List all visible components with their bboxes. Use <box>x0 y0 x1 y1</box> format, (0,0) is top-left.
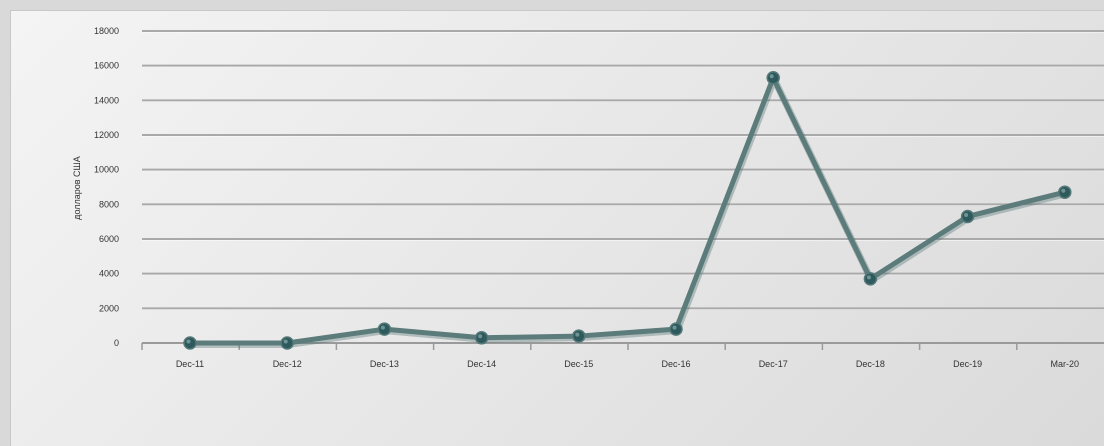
data-point-highlight <box>186 339 191 344</box>
y-axis-ticks: 0 2000 4000 6000 8000 10000 12000 14000 16000 180… <box>94 26 119 348</box>
data-point <box>377 322 392 336</box>
x-tick-label: Dec-13 <box>370 359 399 369</box>
data-point <box>1058 185 1072 199</box>
data-point <box>863 272 878 286</box>
data-point-highlight <box>672 325 677 330</box>
y-tick-label: 16000 <box>94 61 119 71</box>
x-tick-label: Dec-19 <box>953 359 982 369</box>
data-point-highlight <box>866 275 871 280</box>
data-point-highlight <box>575 332 580 337</box>
y-tick-label: 2000 <box>99 303 119 313</box>
x-tick-label: Mar-20 <box>1051 359 1080 369</box>
data-point-highlight <box>964 212 969 217</box>
data-point-highlight <box>1061 188 1066 193</box>
y-axis-label: долларов США <box>72 156 82 220</box>
series-line-path <box>187 75 1068 346</box>
data-point-highlight <box>478 334 483 339</box>
x-tick-label: Dec-18 <box>856 359 885 369</box>
y-tick-label: 14000 <box>94 95 119 105</box>
data-point-highlight <box>769 74 774 79</box>
series-line <box>187 75 1070 348</box>
y-tick-label: 6000 <box>99 234 119 244</box>
data-points <box>183 71 1072 350</box>
data-point <box>669 322 683 336</box>
x-tick-label: Dec-14 <box>467 359 496 369</box>
y-tick-label: 0 <box>114 338 119 348</box>
data-point <box>572 329 586 343</box>
x-tick-label: Dec-16 <box>661 359 690 369</box>
y-tick-label: 18000 <box>94 26 119 36</box>
y-tick-label: 4000 <box>99 269 119 279</box>
y-tick-label: 10000 <box>94 165 119 175</box>
x-tick-label: Dec-15 <box>564 359 593 369</box>
data-point <box>183 336 197 350</box>
y-tick-label: 8000 <box>99 199 119 209</box>
data-point <box>280 336 294 350</box>
data-point-highlight <box>283 339 288 344</box>
x-tick-label: Dec-17 <box>759 359 788 369</box>
data-point <box>766 71 780 85</box>
chart-frame <box>10 10 1104 446</box>
series-shadow <box>187 75 1070 348</box>
x-tick-label: Dec-11 <box>176 359 204 369</box>
x-tick-label: Dec-12 <box>273 359 302 369</box>
data-point-highlight <box>380 325 385 330</box>
y-tick-label: 12000 <box>94 130 119 140</box>
gridlines <box>142 30 1104 310</box>
data-point <box>960 209 975 224</box>
data-point <box>474 331 489 345</box>
